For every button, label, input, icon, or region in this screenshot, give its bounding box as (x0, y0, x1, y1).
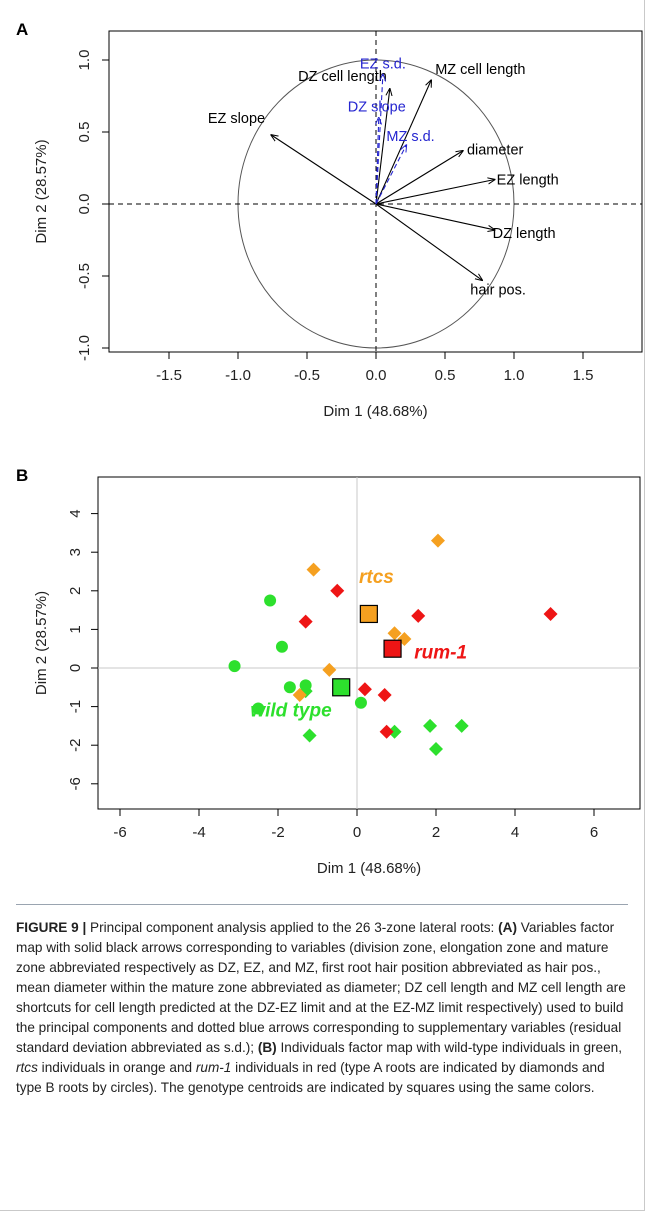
point-wild-type-diamond (454, 718, 469, 733)
x-tick-label: 0.0 (366, 367, 387, 384)
x-tick-label: 2 (432, 824, 440, 841)
active-variable-label: EZ length (497, 173, 559, 189)
individuals-factor-map: -6 -4 -2 0 2 4 6 4 3 2 1 0 -1 -2 -6 Dim 1 (48.68%) Dim 2… (33, 476, 641, 877)
point-wild-type-circle (354, 696, 367, 709)
active-variable-arrow (375, 89, 390, 205)
caption-divider (16, 904, 628, 905)
point-rtcs-diamond (306, 562, 321, 577)
point-rum-1-diamond (298, 614, 313, 629)
y-tick-label: -0.5 (76, 263, 93, 289)
x-tick-label: 0 (353, 824, 361, 841)
supplementary-variable-arrow (376, 118, 379, 205)
x-tick-label: -4 (192, 824, 205, 841)
figure-frame (0, 0, 645, 1211)
x-tick-label: 1.5 (573, 367, 594, 384)
point-rum-1-diamond (411, 608, 426, 623)
y-tick-label: 0.5 (76, 122, 93, 143)
y-tick-label: 1.0 (76, 50, 93, 71)
x-tick-label: -1.0 (225, 367, 251, 384)
active-variable-label: hair pos. (470, 282, 526, 298)
caption-segment: Principal component analysis applied to … (86, 920, 499, 935)
group-label-rum-1: rum-1 (414, 642, 467, 663)
caption-segment: (B) (257, 1040, 277, 1055)
y-tick-label: 3 (67, 548, 84, 556)
active-variable-label: diameter (467, 143, 524, 159)
point-rum-1-diamond (357, 682, 372, 697)
supplementary-variable-arrow (375, 145, 406, 205)
figure-caption: FIGURE 9 | Principal component analysis … (16, 918, 628, 1098)
y-tick-label: -1.0 (76, 335, 93, 361)
figure-number: FIGURE 9 | (16, 920, 87, 935)
y-tick-label: -6 (67, 777, 84, 790)
point-rum-1-diamond (543, 606, 558, 621)
x-tick-label: 4 (511, 824, 519, 841)
x-tick-label: 0.5 (435, 367, 456, 384)
active-variable-label: DZ length (493, 226, 556, 242)
y-tick-label: 0.0 (76, 194, 93, 215)
caption-segment: Individuals factor map with wild-type in… (276, 1040, 623, 1055)
active-variable-arrow (375, 151, 463, 205)
y-axis-label: Dim 2 (28.57%) (33, 591, 50, 695)
point-wild-type-diamond (298, 684, 313, 699)
y-tick-label: 2 (67, 587, 84, 595)
caption-segment: rum-1 (195, 1060, 232, 1075)
panel-b-label: B (16, 466, 29, 485)
point-rtcs-diamond (430, 533, 445, 548)
supplementary-variable-label: DZ slope (348, 100, 406, 116)
plot-area-b (97, 476, 641, 810)
y-tick-label: 4 (67, 509, 84, 517)
x-axis-label: Dim 1 (48.68%) (317, 860, 421, 877)
x-tick-label: -6 (113, 824, 126, 841)
y-tick-label: 0 (67, 664, 84, 672)
active-variable-label: MZ cell length (435, 62, 525, 78)
point-wild-type-diamond (423, 718, 438, 733)
x-tick-label: -2 (271, 824, 284, 841)
x-tick-label: 6 (590, 824, 598, 841)
point-wild-type-circle (252, 702, 265, 715)
caption-segment: (A) (498, 920, 517, 935)
active-variable-arrow (375, 203, 482, 280)
point-rtcs-diamond (292, 688, 307, 703)
active-variable-arrow (375, 180, 495, 205)
point-wild-type-diamond (387, 724, 402, 739)
x-axis-label: Dim 1 (48.68%) (323, 403, 427, 420)
caption-segment: Variables factor map with solid black ar… (16, 920, 626, 1055)
caption-segment: rtcs (16, 1060, 38, 1075)
point-rum-1-diamond (377, 688, 392, 703)
point-wild-type-diamond (429, 742, 443, 757)
point-rtcs-diamond (322, 662, 337, 677)
group-label-rtcs: rtcs (359, 567, 394, 588)
point-rtcs-diamond (387, 626, 402, 641)
centroid-rtcs (359, 604, 378, 624)
active-variable-arrow (375, 203, 495, 230)
supplementary-variable-label: MZ s.d. (386, 129, 434, 145)
point-wild-type-diamond (302, 728, 317, 743)
y-tick-label: -1 (67, 700, 84, 713)
active-variable-arrow (375, 80, 431, 205)
centroid-rum-1 (383, 639, 402, 658)
x-tick-label: -0.5 (294, 367, 320, 384)
point-wild-type-circle (283, 681, 296, 694)
group-label-wild-type: wild type (250, 700, 332, 721)
caption-segment: individuals in red (type A roots are ind… (16, 1060, 605, 1095)
active-variable-arrow (271, 135, 377, 205)
y-axis-label: Dim 2 (28.57%) (33, 139, 50, 243)
supplementary-variable-arrow (375, 74, 383, 205)
point-rum-1-diamond (330, 583, 345, 598)
y-tick-label: 1 (67, 625, 84, 633)
supplementary-variable-label: EZ s.d. (360, 56, 406, 72)
panel-a-label: A (16, 20, 29, 39)
point-wild-type-circle (264, 594, 277, 607)
active-variable-label: EZ slope (208, 111, 265, 127)
variables-factor-map: -1.5 -1.0 -0.5 0.0 0.5 1.0 1.5 -1.0 -0.5 0.0 0.5 1.… (33, 30, 643, 420)
x-tick-label: -1.5 (156, 367, 182, 384)
point-rum-1-diamond (379, 724, 394, 739)
x-tick-label: 1.0 (504, 367, 525, 384)
y-tick-label: -2 (67, 739, 84, 752)
centroid-wild-type (332, 678, 351, 697)
point-wild-type-circle (228, 660, 241, 673)
caption-segment: individuals in orange and (37, 1060, 196, 1075)
active-variable-label: DZ cell length (298, 69, 387, 85)
point-wild-type-circle (275, 640, 288, 653)
